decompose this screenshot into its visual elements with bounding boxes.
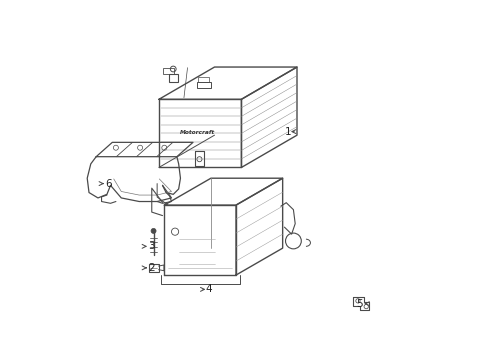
Circle shape	[151, 228, 156, 233]
Text: 1: 1	[285, 127, 292, 136]
Text: 3: 3	[148, 241, 155, 251]
Text: 6: 6	[105, 179, 112, 189]
Text: 4: 4	[206, 284, 213, 294]
Text: 5: 5	[356, 299, 363, 309]
Bar	[148, 264, 159, 272]
Text: Motorcraft: Motorcraft	[180, 130, 215, 135]
Text: 2: 2	[148, 263, 155, 273]
